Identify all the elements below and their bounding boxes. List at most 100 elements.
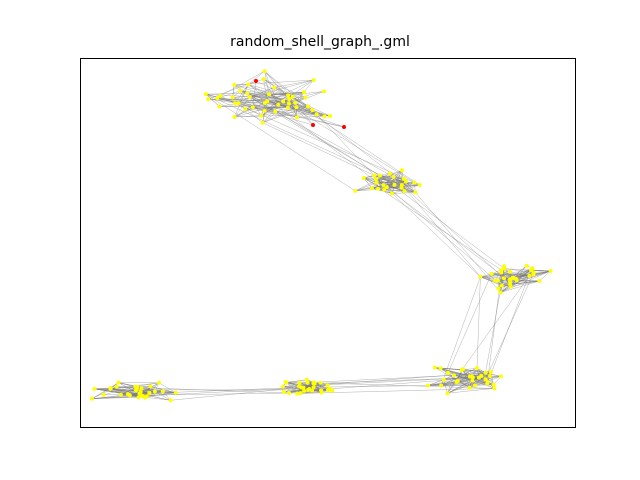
graph-edge bbox=[247, 93, 345, 128]
bridge-edge bbox=[289, 98, 420, 186]
graph-node bbox=[246, 82, 251, 87]
graph-node bbox=[384, 185, 389, 190]
graph-node bbox=[378, 173, 382, 178]
graph-node bbox=[267, 92, 271, 97]
graph-node bbox=[92, 386, 97, 391]
graph-edge bbox=[434, 367, 470, 388]
bridge-edge bbox=[307, 375, 454, 383]
graph-node bbox=[305, 380, 310, 385]
graph-edge bbox=[274, 79, 314, 88]
graph-node bbox=[173, 390, 178, 395]
graph-edge bbox=[363, 177, 392, 194]
graph-node bbox=[470, 378, 475, 383]
graph-node bbox=[496, 278, 500, 283]
graph-edge bbox=[261, 106, 309, 116]
graph-node bbox=[215, 96, 220, 101]
bridge-edge bbox=[440, 276, 481, 386]
graph-node bbox=[232, 82, 237, 87]
graph-node bbox=[311, 385, 316, 390]
graph-node bbox=[262, 101, 267, 105]
graph-node bbox=[307, 387, 312, 391]
graph-node bbox=[276, 102, 281, 107]
graph-edge bbox=[234, 84, 249, 118]
graph-node bbox=[485, 380, 490, 385]
bridge-edge bbox=[476, 276, 481, 369]
bridge-edge bbox=[297, 388, 495, 394]
graph-node bbox=[455, 378, 460, 383]
graph-node bbox=[451, 373, 456, 378]
graph-node bbox=[287, 96, 292, 101]
graph-edge bbox=[288, 91, 325, 96]
graph-node bbox=[294, 115, 299, 120]
graph-edge bbox=[264, 71, 293, 97]
graph-node bbox=[439, 383, 444, 388]
graph-node bbox=[496, 286, 501, 291]
graph-node bbox=[118, 392, 123, 397]
graph-node bbox=[529, 268, 533, 273]
graph-edge bbox=[139, 382, 160, 394]
graph-node bbox=[493, 278, 497, 283]
bridge-edge bbox=[205, 93, 356, 192]
graph-edge bbox=[263, 78, 306, 98]
graph-edge bbox=[376, 176, 394, 180]
graph-node bbox=[382, 187, 387, 192]
bridge-edge bbox=[205, 93, 402, 186]
graph-edge bbox=[249, 79, 314, 98]
graph-node bbox=[376, 186, 380, 191]
graph-node bbox=[470, 375, 475, 380]
graph-edge bbox=[476, 367, 494, 385]
graph-edge bbox=[219, 104, 279, 107]
graph-edge bbox=[292, 96, 306, 98]
graph-edge bbox=[376, 178, 404, 180]
graph-node bbox=[160, 389, 165, 394]
graph-node bbox=[114, 384, 119, 389]
graph-edge bbox=[232, 84, 235, 98]
graph-node bbox=[250, 105, 255, 110]
graph-edge bbox=[498, 283, 511, 289]
graph-node bbox=[281, 390, 286, 394]
graph-node bbox=[262, 108, 267, 113]
graph-node bbox=[446, 370, 450, 375]
graph-edge bbox=[371, 187, 392, 194]
graph-node bbox=[514, 278, 519, 283]
bridge-edge bbox=[307, 382, 495, 389]
graph-edge bbox=[252, 80, 257, 108]
graph-node bbox=[302, 388, 307, 393]
graph-edge bbox=[440, 368, 462, 371]
graph-edge bbox=[94, 388, 140, 394]
graph-node bbox=[301, 90, 306, 95]
graph-edge bbox=[205, 93, 248, 95]
graph-node bbox=[412, 180, 417, 185]
graph-edge bbox=[463, 369, 486, 373]
graph-node bbox=[217, 104, 222, 109]
graph-edge bbox=[491, 273, 534, 275]
graph-node bbox=[392, 182, 397, 187]
graph-node bbox=[272, 85, 277, 90]
graph-edge bbox=[500, 278, 516, 293]
graph-node bbox=[483, 370, 488, 375]
graph-edge bbox=[498, 270, 551, 289]
graph-edge bbox=[288, 103, 314, 126]
graph-edge bbox=[530, 270, 551, 272]
graph-node bbox=[399, 168, 404, 173]
graph-node bbox=[260, 120, 265, 125]
graph-edge bbox=[539, 270, 551, 282]
graph-edge bbox=[264, 97, 306, 111]
graph-edge bbox=[234, 84, 254, 108]
graph-edge bbox=[268, 94, 317, 115]
graph-node bbox=[498, 290, 503, 295]
graph-edge bbox=[480, 270, 532, 277]
graph-node bbox=[147, 390, 152, 395]
graph-edge bbox=[245, 92, 304, 110]
graph-node bbox=[245, 91, 250, 96]
graph-node bbox=[527, 273, 532, 278]
graph-node bbox=[531, 270, 536, 275]
bridge-edge bbox=[374, 175, 502, 286]
graph-node bbox=[233, 101, 238, 106]
graph-node bbox=[247, 95, 252, 100]
graph-node bbox=[389, 191, 394, 196]
graph-node bbox=[297, 380, 302, 385]
graph-edge bbox=[355, 178, 404, 192]
graph-node bbox=[243, 107, 248, 111]
graph-edge bbox=[264, 71, 290, 100]
